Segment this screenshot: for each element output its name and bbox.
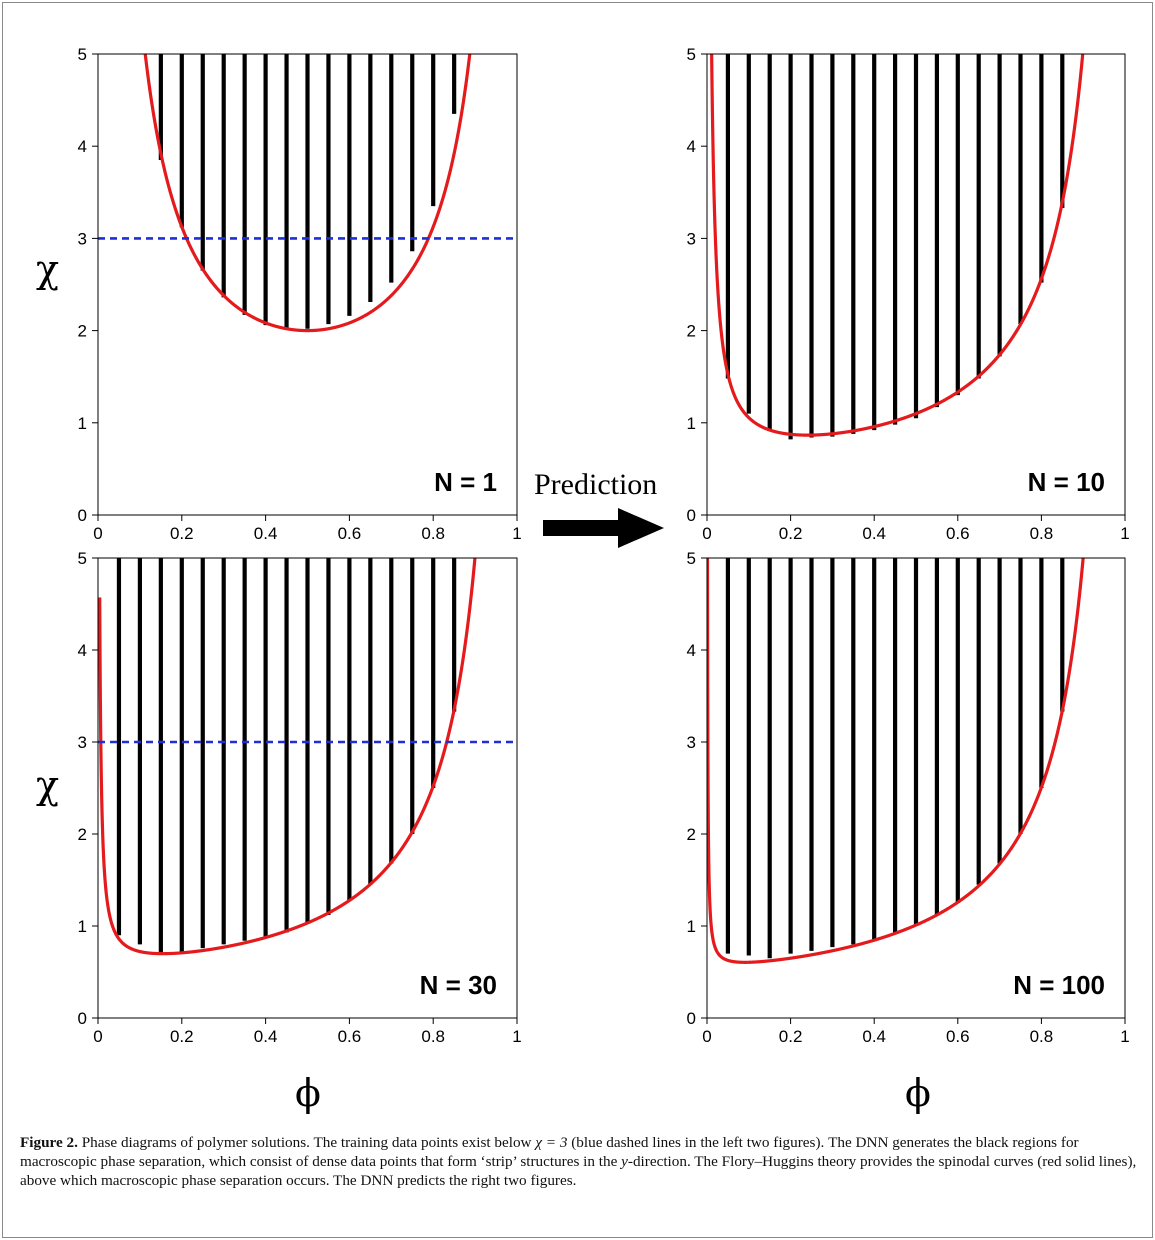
x-tick-label: 0.6: [946, 1027, 970, 1046]
x-tick-label: 0.4: [862, 524, 886, 543]
y-tick-label: 1: [687, 414, 696, 433]
x-tick-label: 0.2: [779, 524, 803, 543]
caption-text-3: -direction. The Flory–Huggins theory pro…: [20, 1153, 1137, 1189]
x-tick-label: 0.4: [862, 1027, 886, 1046]
spinodal-curve: [710, 54, 1085, 437]
x-tick-label: 0.6: [338, 1027, 362, 1046]
y-tick-label: 5: [687, 549, 696, 568]
phi-axis-label-left: ϕ: [295, 1071, 321, 1115]
x-tick-label: 0.8: [1030, 524, 1054, 543]
phase-separation-strips: [725, 558, 1065, 959]
phi-axis-label-right: ϕ: [905, 1071, 931, 1115]
chi-axis-label-bottom: χ: [36, 763, 59, 807]
y-tick-label: 0: [78, 1009, 87, 1028]
y-tick-label: 1: [78, 917, 87, 936]
plot-area: [97, 53, 518, 516]
x-tick-label: 0.4: [254, 524, 278, 543]
panel-n-label: N = 1: [434, 467, 497, 497]
y-tick-label: 4: [687, 137, 696, 156]
x-tick-label: 0.2: [170, 1027, 194, 1046]
y-tick-label: 2: [78, 322, 87, 341]
panel-n10: 0 0.2 0.4 0.6 0.8 1 0 1 2 3 4 5 N = 10: [687, 45, 1130, 543]
spinodal-curve: [98, 558, 477, 956]
figure-caption: Figure 2. Phase diagrams of polymer solu…: [20, 1133, 1140, 1190]
plot-area: [97, 557, 518, 1019]
chi-axis-label-top: χ: [36, 247, 59, 291]
y-tick-label: 4: [78, 641, 87, 660]
x-tick-label: 0.2: [170, 524, 194, 543]
phase-separation-strips: [725, 54, 1065, 440]
y-tick-label: 5: [78, 45, 87, 64]
x-tick-label: 0.4: [254, 1027, 278, 1046]
y-tick-label: 3: [78, 229, 87, 248]
y-tick-label: 0: [78, 506, 87, 525]
y-tick-label: 4: [78, 137, 87, 156]
x-tick-label: 1: [1120, 1027, 1129, 1046]
x-tick-label: 0.8: [1030, 1027, 1054, 1046]
x-tick-label: 0.8: [421, 524, 445, 543]
y-tick-label: 0: [687, 1009, 696, 1028]
prediction-arrow-icon: [543, 508, 664, 548]
y-tick-label: 3: [687, 733, 696, 752]
caption-y-direction: y: [621, 1153, 628, 1170]
y-tick-label: 2: [687, 322, 696, 341]
x-tick-label: 1: [512, 1027, 521, 1046]
panel-n-label: N = 10: [1028, 467, 1105, 497]
panel-n1: 0 0.2 0.4 0.6 0.8 1 0 1 2 3 4 5 N = 1: [78, 45, 522, 543]
x-tick-label: 1: [512, 524, 521, 543]
panel-n-label: N = 30: [420, 970, 497, 1000]
y-tick-label: 5: [687, 45, 696, 64]
y-tick-label: 4: [687, 641, 696, 660]
caption-text-2: (blue dashed lines in the left two figur…: [20, 1134, 1079, 1170]
x-tick-label: 0.6: [946, 524, 970, 543]
x-tick-label: 0.6: [338, 524, 362, 543]
y-tick-label: 2: [78, 825, 87, 844]
panel-n-label: N = 100: [1013, 970, 1105, 1000]
y-tick-label: 0: [687, 506, 696, 525]
x-tick-label: 0: [93, 1027, 102, 1046]
panel-n100: 0 0.2 0.4 0.6 0.8 1 0 1 2 3 4 5 N = 100: [687, 549, 1130, 1046]
x-tick-label: 1: [1120, 524, 1129, 543]
y-tick-label: 5: [78, 549, 87, 568]
caption-label: Figure 2.: [20, 1134, 78, 1151]
caption-chi-eq: χ = 3: [535, 1134, 568, 1151]
x-tick-label: 0: [702, 524, 711, 543]
phase-separation-strips: [158, 54, 457, 330]
x-tick-label: 0: [702, 1027, 711, 1046]
spinodal-curve: [707, 558, 1085, 964]
panel-n30: 0 0.2 0.4 0.6 0.8 1 0 1 2 3 4 5 N = 30: [78, 549, 522, 1046]
y-tick-label: 1: [78, 414, 87, 433]
phase-separation-strips: [116, 558, 457, 954]
prediction-label: Prediction: [534, 468, 657, 501]
spinodal-curve: [143, 54, 472, 333]
y-tick-label: 3: [687, 229, 696, 248]
plot-area: [706, 53, 1126, 516]
caption-text-1: Phase diagrams of polymer solutions. The…: [77, 1134, 536, 1151]
x-tick-label: 0.8: [421, 1027, 445, 1046]
y-tick-label: 1: [687, 917, 696, 936]
plot-area: [706, 557, 1126, 1019]
x-tick-label: 0.2: [779, 1027, 803, 1046]
y-tick-label: 3: [78, 733, 87, 752]
y-tick-label: 2: [687, 825, 696, 844]
x-tick-label: 0: [93, 524, 102, 543]
